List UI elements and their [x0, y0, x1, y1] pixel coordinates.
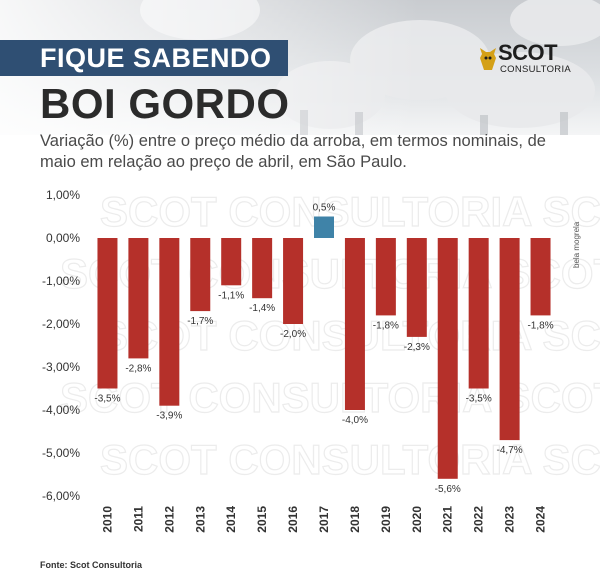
bar-2015 [252, 238, 273, 299]
bar-2019 [375, 238, 396, 316]
bar-2016 [283, 238, 304, 324]
photo-credit: bela mogrela [572, 221, 581, 268]
bar-2021 [437, 238, 458, 479]
value-label: -1,7% [187, 316, 213, 327]
value-label: -3,5% [466, 394, 492, 405]
value-label: -1,8% [527, 320, 553, 331]
y-tick-label: 0,00% [46, 231, 80, 245]
x-tick-label: 2012 [162, 506, 176, 533]
bar-2012 [159, 238, 180, 406]
bar-2022 [468, 238, 489, 389]
bull-logo-icon [480, 48, 496, 70]
x-tick-label: 2023 [503, 506, 517, 533]
value-label: -1,4% [249, 303, 275, 314]
x-tick-label: 2017 [317, 506, 331, 533]
x-tick-label: 2020 [410, 506, 424, 533]
value-label: -5,6% [435, 484, 461, 495]
logo-name: SCOT [498, 40, 558, 65]
bar-2024 [530, 238, 551, 316]
x-tick-label: 2022 [472, 506, 486, 533]
value-label: -3,5% [94, 394, 120, 405]
x-tick-label: 2019 [379, 506, 393, 533]
bars [97, 216, 551, 479]
x-tick-label: 2013 [193, 506, 207, 533]
value-label: -4,0% [342, 415, 368, 426]
fique-sabendo-banner: FIQUE SABENDO [0, 40, 288, 76]
y-tick-label: -4,00% [42, 403, 80, 417]
bar-2013 [190, 238, 211, 312]
chart-subtitle: Variação (%) entre o preço médio da arro… [40, 132, 546, 171]
watermark-text: SCOT CONSULTORIA SCOT CONSULTORIA [100, 188, 600, 235]
y-tick-label: -1,00% [42, 274, 80, 288]
y-tick-label: -2,00% [42, 317, 80, 331]
value-label: -2,0% [280, 329, 306, 340]
x-tick-label: 2014 [224, 506, 238, 533]
value-label: -2,3% [404, 342, 430, 353]
value-labels: -3,5% -2,8% -3,9% -1,7% -1,1% -1,4% -2,0% 0,5% -… [94, 203, 553, 495]
bar-2023 [499, 238, 520, 441]
bar-2018 [344, 238, 365, 410]
value-label: -3,9% [156, 411, 182, 422]
x-tick-label: 2015 [255, 506, 269, 533]
value-label: -1,8% [373, 320, 399, 331]
value-label: -2,8% [125, 363, 151, 374]
logo-subtitle: CONSULTORIA [500, 64, 572, 75]
y-tick-label: 1,00% [46, 188, 80, 202]
y-axis: 1,00% 0,00% -1,00% -2,00% -3,00% -4,00% -5,00%… [42, 188, 80, 503]
x-tick-label: 2010 [100, 506, 114, 533]
bar-2020 [406, 238, 427, 337]
y-tick-label: -3,00% [42, 360, 80, 374]
bar-2017 [314, 216, 334, 238]
x-tick-label: 2024 [534, 506, 548, 533]
bar-2011 [128, 238, 149, 359]
x-tick-label: 2018 [348, 506, 362, 533]
x-tick-label: 2011 [131, 506, 145, 532]
bar-chart: SCOT CONSULTORIA SCOT CONSULTORIA SCOT CO… [42, 187, 600, 533]
x-axis: 2010 2011 2012 2013 2014 2015 2016 2017 2018 2019… [100, 506, 547, 533]
bar-2010 [97, 238, 118, 389]
x-tick-label: 2021 [441, 506, 455, 533]
bar-2014 [221, 238, 242, 286]
source-note: Fonte: Scot Consultoria [40, 560, 142, 570]
y-tick-label: -5,00% [42, 446, 80, 460]
value-label: -4,7% [497, 445, 523, 456]
x-tick-label: 2016 [286, 506, 300, 533]
headline: BOI GORDO [40, 80, 290, 127]
watermark-text: SCOT CONSULTORIA SCOT CONSULTORIA [100, 436, 600, 483]
value-label: -1,1% [218, 290, 244, 301]
y-tick-label: -6,00% [42, 489, 80, 503]
scot-logo: SCOT CONSULTORIA [476, 40, 586, 76]
value-label: 0,5% [313, 203, 336, 214]
